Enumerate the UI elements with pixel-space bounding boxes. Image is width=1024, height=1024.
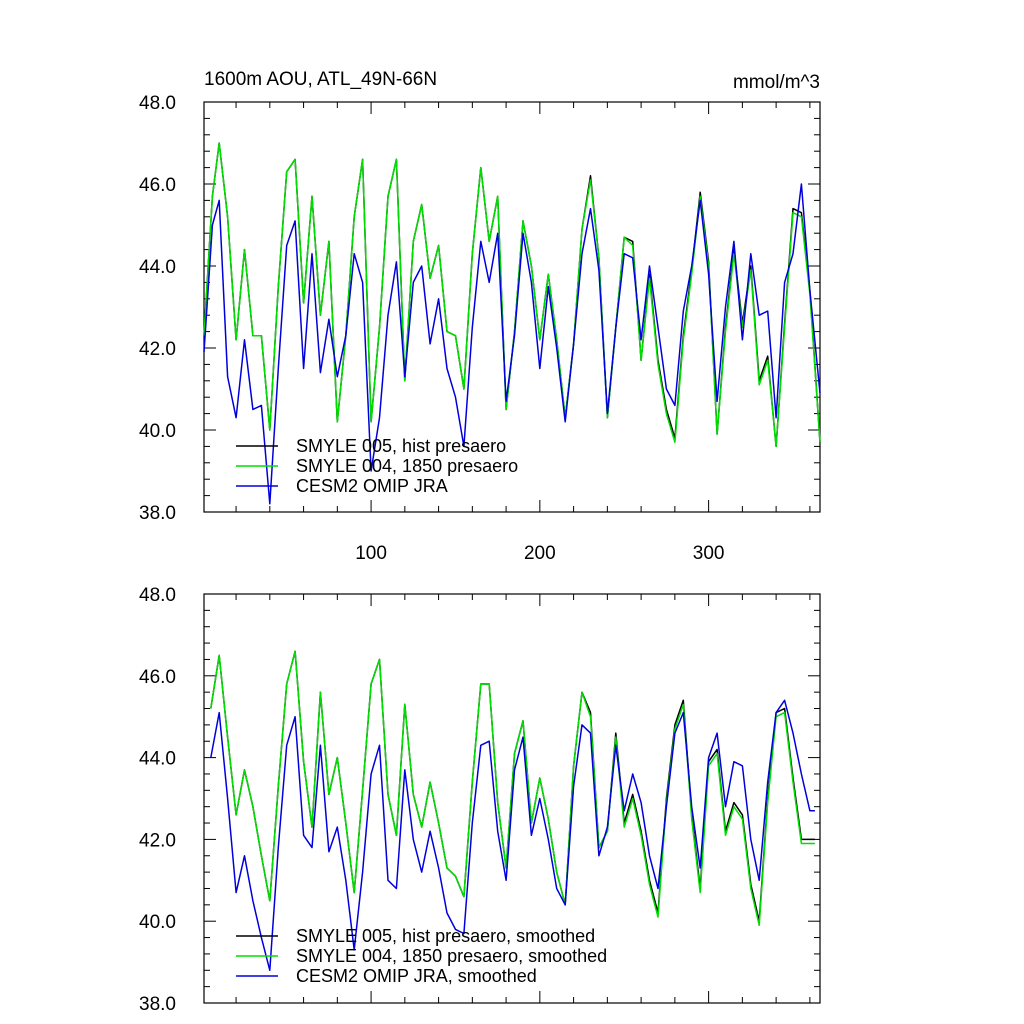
bottom-series-line-2 [210, 650, 815, 927]
bottom-legend-label-2: SMYLE 004, 1850 presaero, smoothed [296, 946, 607, 966]
top-x-tick-label: 100 [355, 543, 387, 564]
bottom-y-tick-label: 44.0 [139, 749, 176, 770]
top-y-tick-label: 46.0 [139, 175, 176, 196]
top-y-tick-label: 38.0 [139, 503, 176, 524]
top-legend-label-3: CESM2 OMIP JRA [296, 476, 448, 496]
bottom-legend-label-3: CESM2 OMIP JRA, smoothed [296, 966, 537, 986]
top-y-tick-label: 44.0 [139, 257, 176, 278]
bottom-legend-label-1: SMYLE 005, hist presaero, smoothed [296, 926, 595, 946]
bottom-chart-panel: 38.0 40.0 42.0 44.0 46.0 48.0 SMYLE 005, hist … [139, 585, 821, 1015]
bottom-y-tick-label: 48.0 [139, 585, 176, 606]
top-chart-units: mmol/m^3 [733, 72, 820, 93]
top-chart-title: 1600m AOU, ATL_49N-66N [204, 69, 437, 90]
top-y-tick-label: 48.0 [139, 93, 176, 114]
bottom-plot-frame [203, 593, 821, 1004]
bottom-y-tick-label: 42.0 [139, 830, 176, 851]
top-series-line-3 [203, 183, 821, 505]
bottom-y-tick-label: 40.0 [139, 912, 176, 933]
top-legend-label-2: SMYLE 004, 1850 presaero [296, 456, 518, 476]
bottom-y-tick-label: 46.0 [139, 667, 176, 688]
top-x-tick-label: 200 [524, 543, 556, 564]
top-plot-frame [203, 101, 821, 513]
top-x-tick-label: 300 [693, 543, 725, 564]
top-chart-panel: 1600m AOU, ATL_49N-66N mmol/m^3 38.0 40.0… [139, 69, 821, 564]
bottom-series-line-3 [210, 699, 815, 972]
top-y-tick-label: 40.0 [139, 421, 176, 442]
top-legend-label-1: SMYLE 005, hist presaero [296, 436, 506, 456]
top-y-tick-label: 42.0 [139, 339, 176, 360]
bottom-y-tick-label: 38.0 [139, 994, 176, 1015]
